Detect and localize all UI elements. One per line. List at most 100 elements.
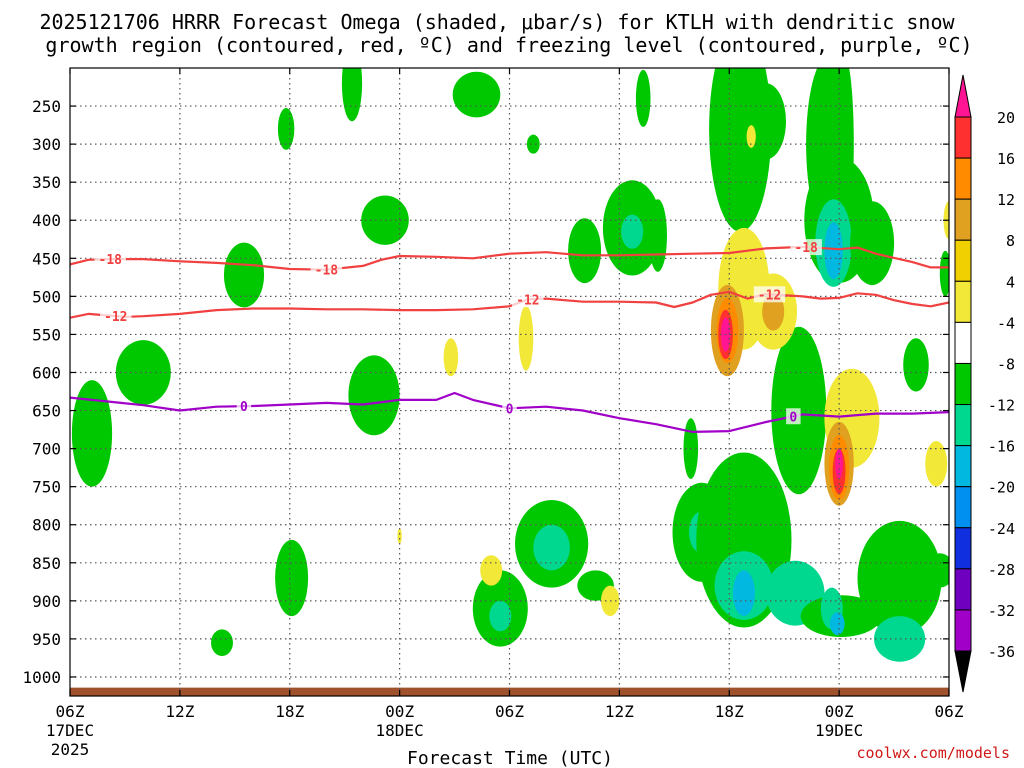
x-tick-label: 12Z	[165, 702, 194, 721]
contour-label: -18	[794, 241, 818, 256]
colorbar-tick-label: 4	[1006, 273, 1015, 291]
contour-label-bg	[753, 286, 786, 303]
omega-region	[115, 340, 171, 405]
contour-label: 0	[789, 410, 797, 425]
colorbar-tick-label: -8	[997, 355, 1015, 373]
contour-line	[70, 245, 949, 271]
contour-label-bg	[512, 291, 544, 308]
y-tick-label: 900	[32, 592, 61, 611]
x-tick-date: 19DEC	[815, 721, 863, 740]
colorbar-segment	[954, 609, 972, 652]
omega-region	[223, 242, 265, 308]
colorbar-segment	[954, 74, 972, 118]
colorbar-segment	[954, 321, 972, 364]
colorbar-segment	[954, 116, 972, 159]
colorbar-tick-label: -36	[988, 643, 1015, 661]
omega-region	[348, 355, 400, 436]
y-tick-label: 650	[32, 402, 61, 421]
colorbar-segment	[954, 198, 972, 241]
omega-region	[341, 68, 363, 122]
omega-region	[830, 612, 845, 636]
omega-region	[850, 201, 895, 285]
x-tick-date: 18DEC	[376, 721, 424, 740]
contour-label: 0	[506, 402, 514, 417]
y-tick-label: 1000	[22, 668, 61, 687]
contour-label: -18	[99, 253, 123, 268]
y-tick-label: 800	[32, 516, 61, 535]
colorbar-segment	[954, 486, 972, 529]
omega-region	[518, 305, 534, 371]
colorbar-segment	[954, 362, 972, 406]
x-tick-label: 18Z	[715, 702, 744, 721]
omega-region	[568, 218, 602, 284]
contour-label-bg	[236, 398, 252, 415]
colorbar-tick-label: 16	[997, 150, 1015, 168]
y-tick-label: 550	[32, 325, 61, 344]
chart-title-line-2: growth region (contoured, red, ºC) and f…	[45, 33, 972, 57]
contour-label-bg	[790, 239, 822, 256]
contour-label: -12	[516, 293, 539, 308]
omega-region	[648, 199, 667, 272]
contour-label-bg	[94, 251, 127, 268]
omega-region	[746, 125, 756, 148]
contour-label: -12	[104, 310, 127, 325]
x-tick-label: 00Z	[385, 702, 414, 721]
colorbar-tick-label: -28	[988, 561, 1015, 579]
y-tick-label: 400	[32, 211, 61, 230]
omega-region	[745, 83, 787, 160]
omega-region	[71, 380, 113, 487]
omega-region	[732, 570, 755, 616]
omega-region	[939, 250, 949, 297]
omega-region	[925, 553, 949, 588]
colorbar-tick-label: -32	[988, 602, 1015, 620]
colorbar-tick-label: -24	[988, 520, 1015, 538]
y-tick-label: 450	[32, 249, 61, 268]
omega-region	[874, 616, 926, 662]
y-axis-ticks: 250 300 350 400 450 500 550 600 650 700 750 800 850 9…	[22, 97, 949, 687]
colorbar-segment	[954, 445, 972, 488]
x-tick-label: 06Z	[935, 702, 964, 721]
colorbar-tick-label: 12	[997, 191, 1015, 209]
x-tick-label: 00Z	[825, 702, 854, 721]
contour-labels: -18 -18 -18 -12 -12 -12 0 0 0	[94, 239, 822, 425]
omega-region	[397, 528, 402, 544]
x-tick-label: 12Z	[605, 702, 634, 721]
colorbar-tick-label: 20	[997, 109, 1015, 127]
omega-region	[452, 71, 501, 118]
colorbar-tick-label: -20	[988, 479, 1015, 497]
colorbar: 20 16 12 8 4 -4 -8 -12 -16 -20 -24 -28 -32 -36	[954, 74, 1015, 693]
colorbar-segment	[954, 280, 972, 323]
y-tick-label: 350	[32, 173, 61, 192]
contour-label: -12	[758, 288, 781, 303]
colorbar-segment	[954, 239, 972, 282]
omega-shading-layer	[71, 68, 949, 662]
x-tick-year: 2025	[51, 740, 90, 759]
chart-title-line-1: 2025121706 HRRR Forecast Omega (shaded, …	[39, 10, 955, 34]
y-tick-label: 850	[32, 554, 61, 573]
omega-region	[443, 338, 459, 377]
colorbar-segment	[954, 650, 972, 693]
contour-label-bg	[310, 261, 343, 278]
colorbar-segment	[954, 404, 972, 447]
colorbar-segment	[954, 568, 972, 611]
omega-region	[533, 524, 570, 571]
contour-label-bg	[786, 408, 801, 425]
omega-region	[903, 338, 929, 392]
y-tick-label: 600	[32, 363, 61, 382]
x-axis-title: Forecast Time (UTC)	[407, 748, 613, 768]
omega-region	[480, 555, 503, 586]
credit-text: coolwx.com/models	[856, 744, 1010, 762]
omega-region	[925, 441, 948, 487]
omega-region	[621, 214, 644, 249]
y-tick-label: 250	[32, 97, 61, 116]
omega-region	[635, 69, 651, 127]
colorbar-tick-label: -16	[988, 438, 1015, 456]
contour-label: -18	[315, 264, 339, 279]
y-tick-label: 950	[32, 630, 61, 649]
colorbar-tick-label: -12	[988, 397, 1015, 415]
colorbar-segment	[954, 157, 972, 200]
omega-region	[824, 222, 843, 280]
x-tick-label: 18Z	[275, 702, 304, 721]
